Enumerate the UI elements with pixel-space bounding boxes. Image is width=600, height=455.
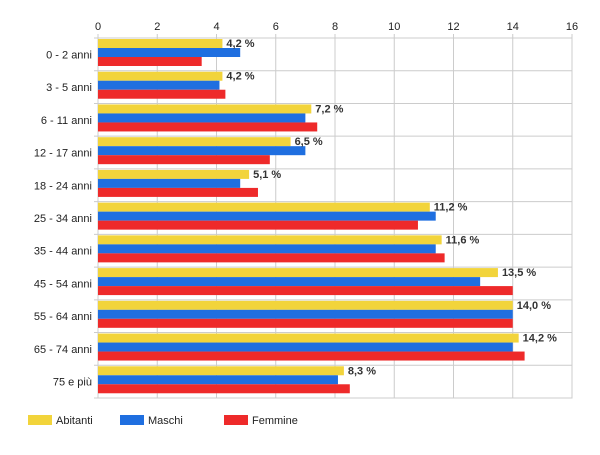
category-label: 75 e più <box>53 377 92 389</box>
legend: Abitanti Maschi Femmine <box>28 415 298 427</box>
data-label: 14,2 % <box>523 333 557 345</box>
bars-layer <box>98 39 525 394</box>
category-label: 65 - 74 anni <box>34 344 92 356</box>
bar-maschi <box>98 113 306 123</box>
bar-maschi <box>98 48 241 57</box>
category-label: 45 - 54 anni <box>34 278 92 290</box>
category-label: 35 - 44 anni <box>34 246 92 258</box>
legend-swatch-maschi <box>120 415 144 425</box>
x-tick-label: 0 <box>95 21 101 33</box>
legend-label-abitanti: Abitanti <box>56 415 93 427</box>
bar-femmine <box>98 384 350 394</box>
x-tick-label: 2 <box>154 21 160 33</box>
category-label: 55 - 64 anni <box>34 311 92 323</box>
bar-abitanti <box>98 300 513 310</box>
bar-abitanti <box>98 169 250 179</box>
bar-maschi <box>98 146 306 156</box>
x-tick-label: 10 <box>388 21 400 33</box>
category-label: 18 - 24 anni <box>34 180 92 192</box>
category-label: 0 - 2 anni <box>46 49 92 61</box>
legend-swatch-femmine <box>224 415 248 425</box>
bar-femmine <box>98 155 270 165</box>
data-label: 11,2 % <box>434 202 468 214</box>
x-tick-label: 6 <box>273 21 279 33</box>
bar-maschi <box>98 342 513 352</box>
x-tick-label: 8 <box>332 21 338 33</box>
bar-femmine <box>98 318 513 328</box>
bar-maschi <box>98 277 481 287</box>
bar-maschi <box>98 211 436 221</box>
bar-femmine <box>98 122 318 132</box>
legend-label-maschi: Maschi <box>148 415 183 427</box>
data-label: 4,2 % <box>226 71 254 83</box>
data-label: 7,2 % <box>315 103 343 115</box>
bar-abitanti <box>98 137 291 147</box>
bar-abitanti <box>98 268 498 278</box>
category-label: 25 - 34 anni <box>34 213 92 225</box>
bar-abitanti <box>98 71 223 81</box>
bar-femmine <box>98 57 202 66</box>
bar-maschi <box>98 178 241 188</box>
data-label: 6,5 % <box>295 136 323 148</box>
bar-maschi <box>98 244 436 254</box>
bar-femmine <box>98 351 525 361</box>
bar-femmine <box>98 253 445 263</box>
category-label: 12 - 17 anni <box>34 148 92 160</box>
x-tick-label: 4 <box>213 21 219 33</box>
bar-abitanti <box>98 366 344 376</box>
data-label: 11,6 % <box>446 234 480 246</box>
data-label: 4,2 % <box>226 38 254 50</box>
bar-abitanti <box>98 104 312 114</box>
bar-femmine <box>98 220 418 230</box>
bar-femmine <box>98 89 226 99</box>
bar-abitanti <box>98 235 442 245</box>
x-tick-label: 16 <box>566 21 578 33</box>
category-label: 6 - 11 anni <box>41 115 92 127</box>
x-tick-label: 14 <box>507 21 519 33</box>
data-label: 5,1 % <box>253 169 281 181</box>
legend-swatch-abitanti <box>28 415 52 425</box>
legend-label-femmine: Femmine <box>252 415 298 427</box>
bar-abitanti <box>98 202 430 212</box>
bar-femmine <box>98 187 258 197</box>
data-label: 14,0 % <box>517 300 551 312</box>
labels-layer: 0 2 4 6 8 10 12 14 16 0 - 2 anni 4,2 % 3 - 5 anni 4,… <box>34 21 578 389</box>
x-tick-label: 12 <box>447 21 459 33</box>
bar-maschi <box>98 375 338 385</box>
data-label: 8,3 % <box>348 365 376 377</box>
data-label: 13,5 % <box>502 267 536 279</box>
bar-abitanti <box>98 333 519 343</box>
bar-maschi <box>98 80 220 90</box>
bar-maschi <box>98 309 513 319</box>
bar-abitanti <box>98 39 223 48</box>
bar-femmine <box>98 286 513 296</box>
category-label: 3 - 5 anni <box>46 82 92 94</box>
